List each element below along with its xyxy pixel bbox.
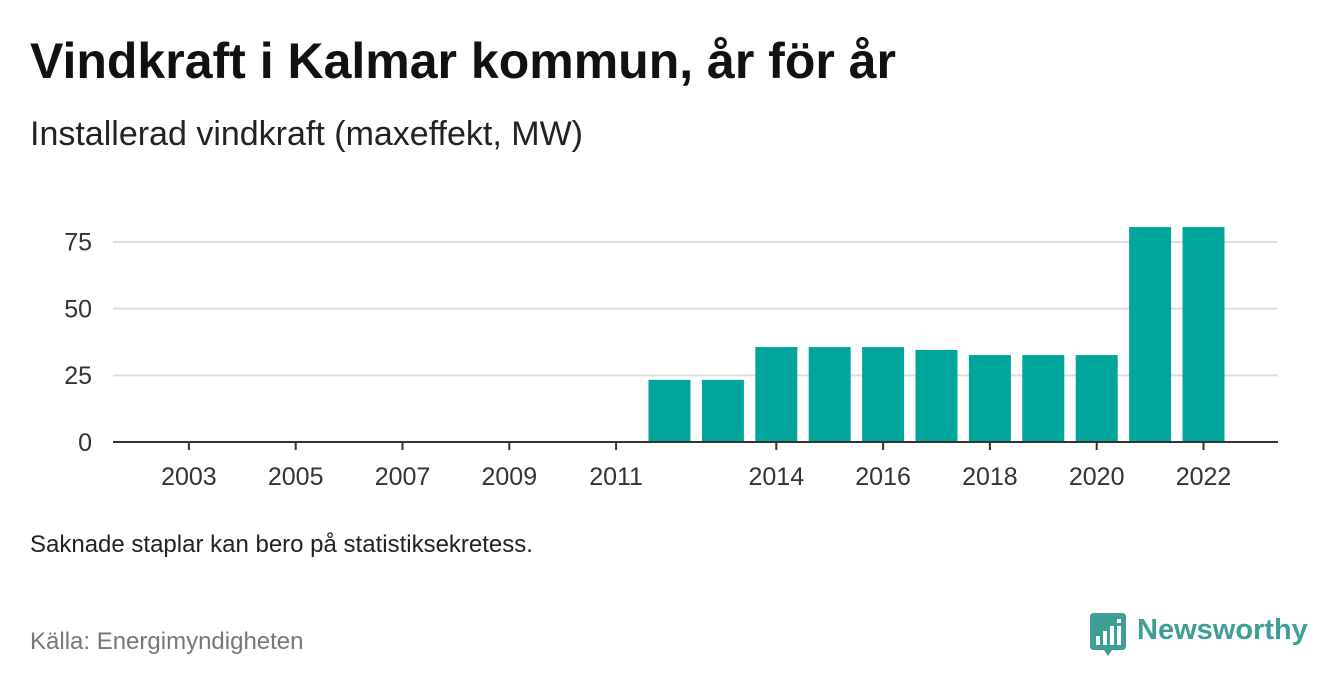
footnote: Saknade staplar kan bero på statistiksek…: [30, 531, 533, 558]
source-credit: Källa: Energimyndigheten: [30, 628, 304, 655]
x-tick-label: 2005: [268, 463, 324, 491]
y-tick-label: 0: [78, 429, 92, 457]
bar-chart: 2003 2005 2007 2009 2011 2014 2016 2018 2020 2022…: [64, 227, 1278, 491]
bar-2020: [1075, 355, 1118, 442]
x-tick-label: 2020: [1069, 463, 1125, 491]
logo-bar: [1110, 626, 1114, 645]
x-tick-label: 2016: [855, 463, 911, 491]
chart-subtitle: Installerad vindkraft (maxeffekt, MW): [30, 115, 583, 153]
bar-2016: [862, 347, 905, 442]
bar-2022: [1182, 227, 1225, 442]
bar-2013: [701, 379, 744, 442]
bar-2018: [968, 355, 1011, 442]
chart-title: Vindkraft i Kalmar kommun, år för år: [30, 33, 896, 89]
y-tick-label: 25: [64, 362, 92, 390]
brand-name: Newsworthy: [1137, 614, 1308, 646]
bar-2021: [1129, 227, 1172, 442]
logo-dot: [1117, 619, 1121, 623]
x-tick-label: 2011: [589, 463, 643, 491]
x-tick-label: 2014: [748, 463, 804, 491]
bar-2014: [755, 347, 798, 442]
x-tick-label: 2009: [481, 463, 537, 491]
bar-2015: [808, 347, 851, 442]
y-tick-label: 75: [64, 229, 92, 257]
bar-2019: [1022, 355, 1065, 442]
y-tick-label: 50: [64, 295, 92, 323]
x-tick-label: 2018: [962, 463, 1018, 491]
bar-2012: [648, 379, 691, 442]
logo-bar: [1103, 631, 1107, 645]
x-tick-label: 2022: [1176, 463, 1232, 491]
bar-2017: [915, 349, 958, 442]
x-tick-label: 2007: [375, 463, 431, 491]
logo-bar: [1117, 626, 1121, 645]
x-tick-label: 2003: [161, 463, 217, 491]
logo-bubble: [1090, 613, 1126, 656]
logo-bar: [1096, 636, 1100, 645]
newsworthy-logo-icon: [1090, 613, 1126, 656]
